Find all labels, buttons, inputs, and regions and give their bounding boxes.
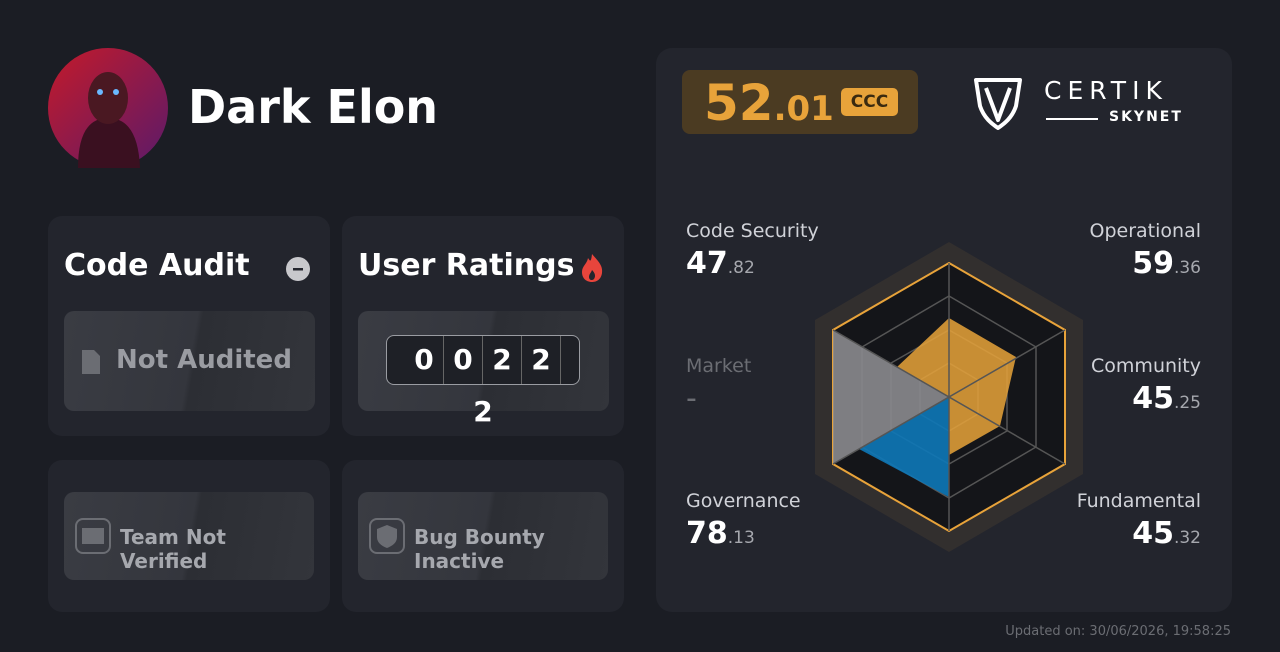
metric-decimal: .82: [727, 258, 755, 278]
metric: Governance 78.13: [686, 490, 801, 551]
metric: Market -: [686, 355, 751, 416]
metric-label: Operational: [1089, 220, 1201, 242]
metric-value: -: [686, 381, 751, 416]
status-box: Bug Bounty Inactive: [358, 492, 608, 580]
score-decimal: .01: [773, 89, 834, 129]
doc-icon: [82, 350, 100, 374]
rating-digit: 2: [483, 336, 522, 384]
score-box: 52.01 CCC: [682, 70, 918, 134]
card-title: Code Audit: [64, 248, 250, 283]
metric-label: Fundamental: [1076, 490, 1201, 512]
status-text: Bug Bounty Inactive: [414, 525, 545, 573]
metric-integer: 45: [1132, 516, 1174, 551]
shield-icon: [369, 518, 405, 554]
brand-product: SKYNET: [1109, 109, 1183, 125]
status-text: Team Not Verified: [120, 525, 226, 573]
rating-digit: 2: [473, 395, 493, 428]
metric: Community 45.25: [1091, 355, 1201, 416]
metric-decimal: .32: [1173, 528, 1201, 548]
updated-time: Updated on: 30/06/2026, 19:58:25: [1005, 624, 1231, 639]
score-integer: 52: [704, 74, 774, 132]
rating-digit: 0: [444, 336, 483, 384]
rating-digit: 0: [405, 336, 444, 384]
metric-value: 47.82: [686, 246, 819, 281]
user-ratings-card: User Ratings 0 0 2 22: [342, 216, 624, 436]
metric-integer: 45: [1132, 381, 1174, 416]
avatar: [48, 48, 168, 168]
card-title: User Ratings: [358, 248, 575, 283]
rating-digit: 2: [522, 336, 561, 384]
metric-value: 59.36: [1090, 246, 1201, 281]
metric-integer: -: [686, 381, 697, 416]
metric-value: 78.13: [686, 516, 801, 551]
team-card: Team Not Verified: [48, 460, 330, 612]
metric: Operational 59.36: [1090, 220, 1201, 281]
certik-logo: [974, 78, 1022, 130]
rating-counter: 0 0 2 22: [386, 335, 580, 428]
ratings-box: 0 0 2 22: [358, 311, 609, 428]
status-text: Not Audited: [116, 345, 292, 375]
fire-icon: [582, 254, 603, 282]
metric: Fundamental 45.32: [1077, 490, 1201, 551]
bug-bounty-card: Bug Bounty Inactive: [342, 460, 624, 612]
skynet-panel: 52.01 CCC CERTIK SKYNET Code Security 47.…: [656, 48, 1232, 612]
code-audit-card: Code Audit Not Audited: [48, 216, 330, 436]
profile-name: Dark Elon: [188, 80, 439, 134]
metric-value: 45.25: [1091, 381, 1201, 416]
metric-decimal: .36: [1173, 258, 1201, 278]
status-icon: [286, 257, 310, 281]
score: 52.01: [704, 74, 834, 132]
metric: Code Security 47.82: [686, 220, 819, 281]
id-icon: [75, 518, 111, 554]
metric-label: Market: [686, 355, 752, 377]
brand-name: CERTIK: [1044, 76, 1168, 105]
status-box: Team Not Verified: [64, 492, 314, 580]
radar: [815, 242, 1083, 552]
metric-label: Code Security: [686, 220, 819, 242]
metric-integer: 47: [686, 246, 728, 281]
metric-label: Community: [1091, 355, 1201, 377]
grade-badge: CCC: [841, 88, 898, 116]
metric-label: Governance: [686, 490, 801, 512]
metric-decimal: .13: [727, 528, 755, 548]
metric-value: 45.32: [1077, 516, 1201, 551]
metric-decimal: .25: [1173, 393, 1201, 413]
status-box: Not Audited: [64, 311, 315, 411]
brand-rule: [1046, 118, 1098, 120]
metric-integer: 59: [1132, 246, 1174, 281]
metric-integer: 78: [686, 516, 728, 551]
